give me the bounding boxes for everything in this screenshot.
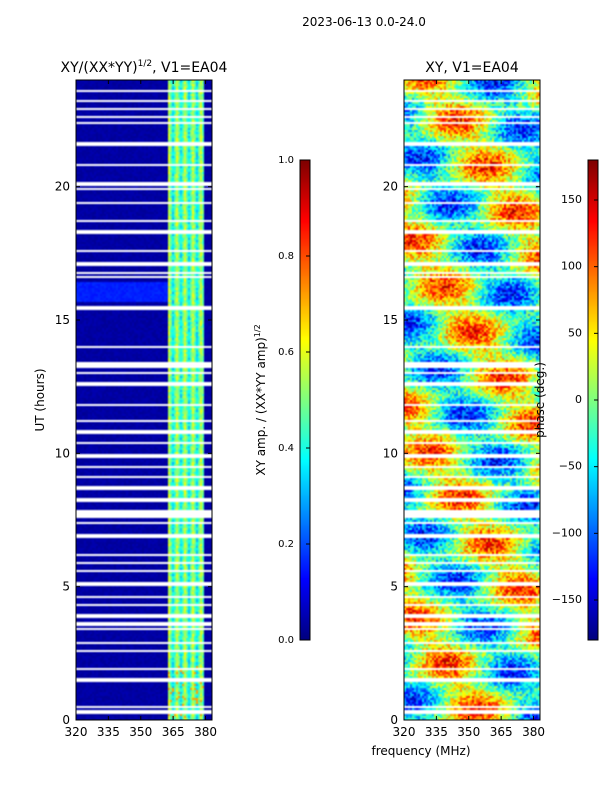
phase-colorbar-tick-label: −50 (559, 460, 582, 473)
phase-y-tick-label: 10 (383, 446, 398, 460)
shared-x-axis-label: frequency (MHz) (371, 744, 470, 758)
phase-x-tick-label: 335 (425, 725, 448, 739)
amp-colorbar-image (300, 160, 310, 640)
amp-y-tick-label: 0 (62, 713, 70, 727)
phase-y-tick-label: 15 (383, 313, 398, 327)
phase-colorbar-tick-label: 150 (561, 193, 582, 206)
amp-colorbar-tick-label: 1.0 (278, 155, 294, 166)
amp-x-tick-label: 380 (194, 725, 217, 739)
phase-y-axis: 0 5 10 15 20 (383, 180, 540, 727)
phase-colorbar-tick-label: −100 (552, 526, 582, 539)
amp-x-tick-label: 365 (162, 725, 185, 739)
amp-colorbar-label: XY amp. / (XX*YY amp)1/2 (253, 324, 268, 475)
panel-phase: XY, V1=EA04 320 335 350 365 380 0 5 10 15 20 (383, 60, 545, 739)
amp-colorbar-ticks: 0.0 0.2 0.4 0.6 0.8 1.0 (278, 155, 310, 646)
amp-colorbar-tick-label: 0.4 (278, 443, 294, 454)
phase-x-tick-label: 350 (457, 725, 480, 739)
amp-x-tick-label: 350 (129, 725, 152, 739)
phase-colorbar-label: phase (deg.) (533, 362, 547, 438)
amp-y-tick-label: 15 (55, 313, 70, 327)
amp-colorbar: 0.0 0.2 0.4 0.6 0.8 1.0 XY amp. / (XX*YY amp)… (253, 155, 311, 646)
phase-colorbar: −150 −100 −50 0 50 100 150 phase (deg.) (533, 159, 599, 641)
phase-plot-frame (403, 79, 541, 721)
phase-y-tick-label: 0 (390, 713, 398, 727)
phase-heatmap-image (404, 80, 540, 720)
amp-plot-frame (75, 79, 213, 721)
phase-x-axis: 320 335 350 365 380 (393, 80, 545, 739)
amp-colorbar-tick-label: 0.2 (278, 539, 294, 550)
phase-x-tick-label: 320 (393, 725, 416, 739)
phase-title: XY, V1=EA04 (425, 60, 519, 76)
phase-colorbar-tick-label: 100 (561, 260, 582, 273)
phase-colorbar-tick-label: 0 (575, 393, 582, 406)
figure-suptitle: 2023-06-13 0.0-24.0 (302, 15, 426, 29)
phase-colorbar-image (588, 160, 598, 640)
amp-colorbar-tick-label: 0.6 (278, 347, 294, 358)
amp-colorbar-tick-label: 0.0 (278, 635, 294, 646)
phase-x-tick-label: 380 (522, 725, 545, 739)
panel-amplitude: XY/(XX*YY)1/2, V1=EA04 320 335 350 365 380 0… (33, 59, 228, 739)
phase-y-tick-label: 20 (383, 180, 398, 194)
amp-y-tick-label: 5 (62, 580, 70, 594)
amp-y-tick-label: 10 (55, 446, 70, 460)
amp-y-axis: 0 5 10 15 20 (55, 180, 212, 727)
amp-colorbar-tick-label: 0.8 (278, 251, 294, 262)
amp-y-axis-label: UT (hours) (33, 368, 47, 431)
phase-colorbar-ticks: −150 −100 −50 0 50 100 150 (552, 193, 598, 606)
amp-y-tick-label: 20 (55, 180, 70, 194)
phase-colorbar-tick-label: 50 (568, 326, 582, 339)
phase-colorbar-tick-label: −150 (552, 593, 582, 606)
amp-x-tick-label: 320 (65, 725, 88, 739)
amp-x-axis: 320 335 350 365 380 (65, 80, 217, 739)
amp-heatmap-image (76, 80, 212, 720)
phase-x-tick-label: 365 (490, 725, 513, 739)
amp-x-tick-label: 335 (97, 725, 120, 739)
amp-title: XY/(XX*YY)1/2, V1=EA04 (61, 59, 228, 76)
amp-colorbar-frame (299, 159, 311, 641)
phase-y-tick-label: 5 (390, 580, 398, 594)
